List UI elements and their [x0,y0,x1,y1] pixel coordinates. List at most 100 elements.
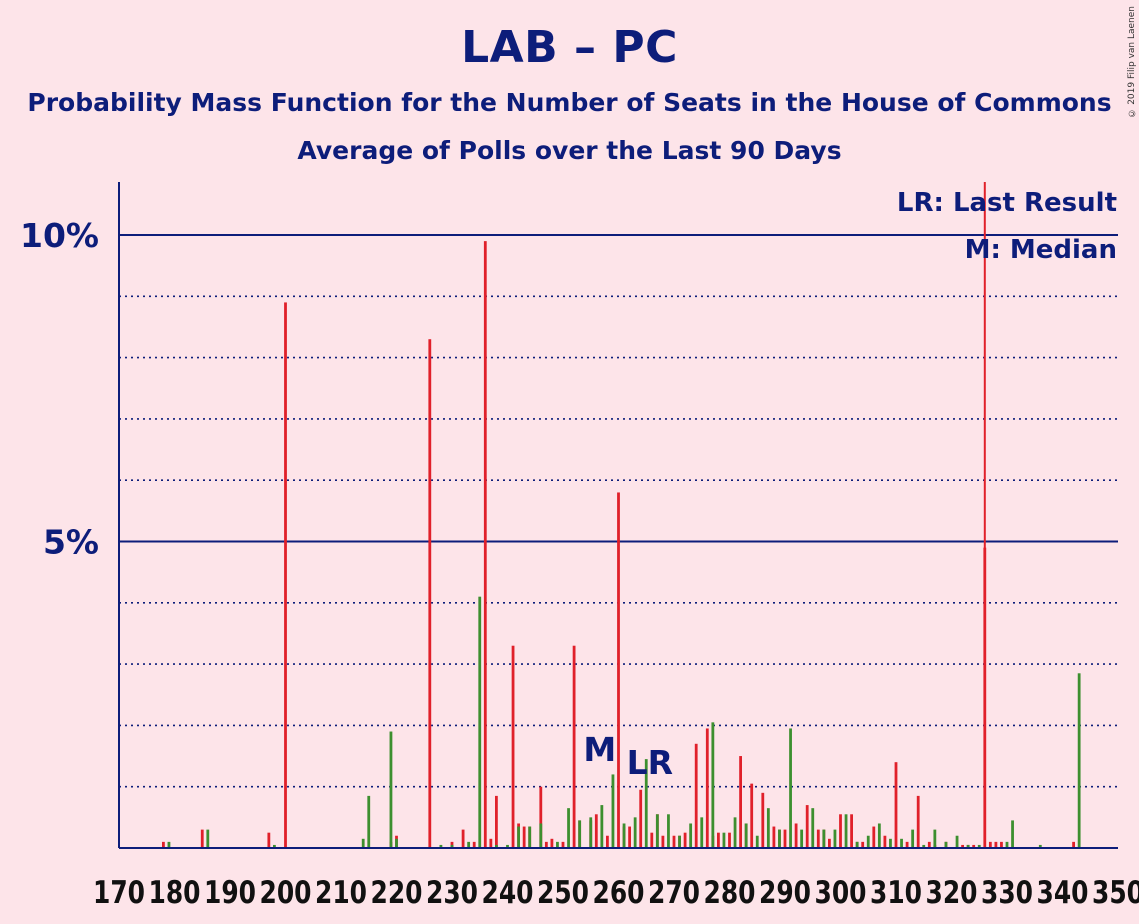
x-tick-label-250: 250 [537,875,589,911]
bar-0-seat-284 [750,783,754,848]
bar-1-seat-228 [439,844,443,848]
bar-1-seat-273 [689,823,693,848]
bar-1-seat-301 [844,814,848,848]
legend-item-0: LR: Last Result [897,188,1117,218]
bar-0-seat-278 [717,832,720,848]
axes [118,182,1118,849]
bar-1-seat-309 [889,838,892,848]
bar-1-seat-285 [755,835,759,848]
bar-0-seat-328 [994,841,998,848]
bar-1-seat-330 [1005,841,1009,848]
bar-1-seat-293 [800,829,804,848]
x-tick-label-350: 350 [1092,875,1139,911]
last-result-marker: LR [627,743,673,782]
x-tick-label-170: 170 [93,875,145,911]
bar-0-seat-272 [683,832,687,848]
bar-0-seat-288 [772,826,776,848]
x-tick-label-330: 330 [981,875,1033,911]
bar-1-seat-343 [1077,673,1081,848]
x-tick-label-340: 340 [1037,875,1089,911]
x-tick-label-210: 210 [315,875,367,911]
bar-1-seat-233 [467,841,471,848]
bar-0-seat-262 [628,826,631,848]
bar-0-seat-314 [916,795,920,848]
bar-0-seat-308 [883,835,887,848]
bar-0-seat-185 [200,829,204,848]
x-tick-label-230: 230 [426,875,478,911]
x-tick-label-290: 290 [759,875,811,911]
bar-1-seat-251 [567,808,570,848]
x-tick-label-200: 200 [260,875,312,911]
bar-1-seat-281 [733,817,737,848]
bar-0-seat-268 [661,835,665,848]
bar-0-seat-197 [267,832,271,848]
bar-0-seat-286 [761,792,765,848]
bar-1-seat-240 [506,844,509,848]
bar-1-seat-323 [966,844,970,848]
bar-0-seat-178 [162,841,165,848]
bar-1-seat-244 [528,826,532,848]
bar-1-seat-230 [450,844,454,848]
bar-1-seat-297 [822,829,826,848]
bar-1-seat-235 [478,596,482,848]
bar-0-seat-236 [483,241,487,848]
bar-0-seat-329 [1000,841,1003,848]
x-tick-label-310: 310 [870,875,922,911]
bar-0-seat-312 [905,841,909,848]
bar-1-seat-269 [667,814,670,848]
chart-subtitle-2: Average of Polls over the Last 90 Days [297,136,842,165]
chart-subtitle: Probability Mass Function for the Number… [27,88,1112,117]
bar-1-seat-242 [517,826,520,848]
bar-1-seat-214 [361,838,365,848]
bar-1-seat-253 [578,820,582,848]
bar-0-seat-324 [972,844,976,848]
bar-0-seat-306 [872,826,876,848]
bar-1-seat-246 [539,823,543,848]
bar-1-seat-299 [833,829,837,848]
bar-1-seat-257 [600,805,604,848]
bar-0-seat-327 [988,841,992,848]
bar-1-seat-305 [866,835,870,848]
bar-1-seat-186 [206,829,210,848]
x-tick-label-220: 220 [371,875,423,911]
bar-0-seat-246 [539,786,543,848]
bar-0-seat-238 [495,795,498,848]
bar-1-seat-289 [778,829,781,848]
x-tick-label-270: 270 [648,875,700,911]
bar-0-seat-252 [572,645,576,848]
bar-1-seat-277 [711,722,715,848]
bar-0-seat-300 [839,814,842,848]
bar-1-seat-259 [611,774,615,848]
bars [162,241,1081,848]
bar-0-seat-310 [894,762,898,848]
x-tick-label-320: 320 [926,875,978,911]
bar-1-seat-271 [678,835,681,848]
bar-0-seat-234 [472,841,476,848]
bar-0-seat-270 [672,835,676,848]
bar-0-seat-298 [828,838,831,848]
bar-0-seat-342 [1072,841,1075,848]
x-tick-label-180: 180 [149,875,201,911]
bar-0-seat-296 [816,829,820,848]
median-marker: M [583,730,616,769]
bar-1-seat-219 [389,731,393,848]
bar-1-seat-287 [766,808,770,848]
bar-1-seat-265 [644,759,648,848]
bar-1-seat-249 [556,841,559,848]
bar-1-seat-331 [1011,820,1014,848]
bar-1-seat-291 [789,728,792,848]
bar-1-seat-315 [922,844,926,848]
bar-1-seat-255 [589,817,593,848]
bar-0-seat-292 [794,823,798,848]
bar-0-seat-290 [783,829,787,848]
bar-0-seat-274 [694,743,698,848]
bar-1-seat-238 [495,844,498,848]
bar-0-seat-294 [805,805,809,848]
bar-0-seat-280 [728,832,731,848]
bar-0-seat-256 [594,814,598,848]
y-tick-label-10: 10% [20,216,99,255]
bar-1-seat-321 [955,835,959,848]
bar-0-seat-322 [961,844,964,848]
bar-0-seat-282 [739,756,742,848]
x-tick-label-260: 260 [593,875,645,911]
